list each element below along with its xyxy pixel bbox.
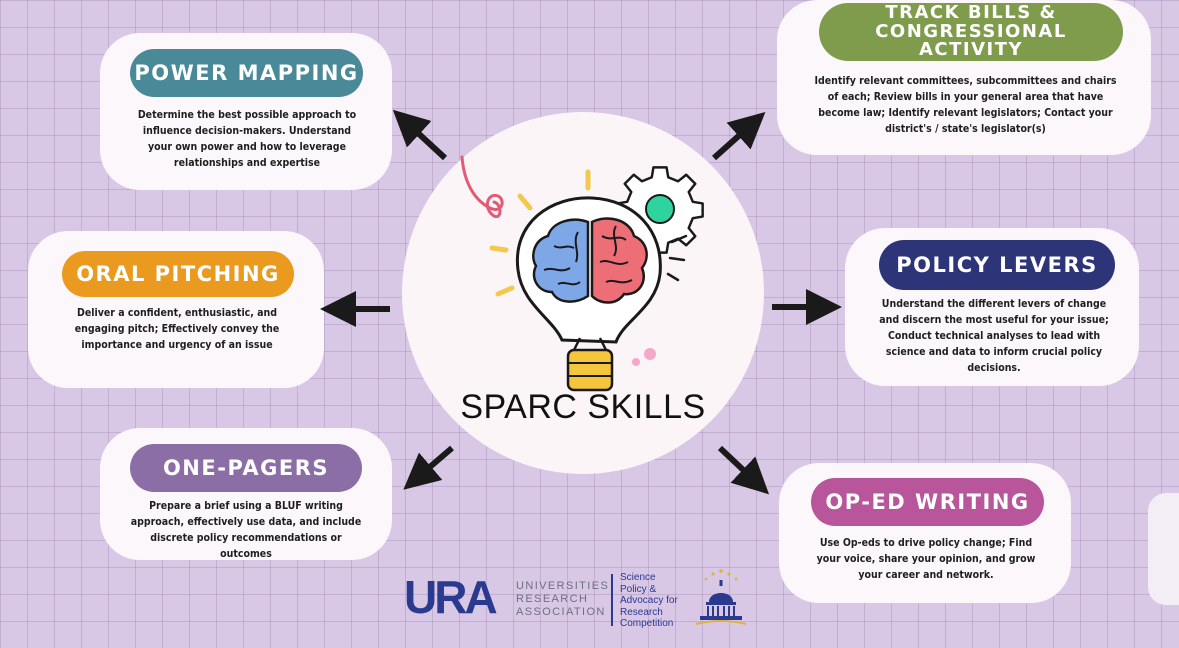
capitol-icon [695,569,747,625]
op-ed-writing-title: OP-ED WRITING [811,478,1044,526]
sparc-wordmark: Science Policy & Advocacy for Research C… [620,572,678,629]
oral-pitching-title: ORAL PITCHING [62,251,294,297]
arrow-to-one-pagers [403,445,454,490]
oral-pitching-card: ORAL PITCHING Deliver a confident, enthu… [28,231,324,388]
op-ed-writing-card: OP-ED WRITING Use Op-eds to drive policy… [779,463,1071,603]
pink-dot-small [632,358,640,366]
squiggle-decoration [460,155,504,219]
spark-ray-2 [489,245,509,253]
arrow-to-track-bills [711,111,766,161]
spark-ray-3 [495,285,515,297]
power-mapping-description: Determine the best possible approach to … [137,109,357,169]
hub-title: SPARC SKILLS [460,388,706,426]
pink-dot-large [644,348,656,360]
ura-logo: URA [404,571,498,623]
one-pagers-card: ONE-PAGERS Prepare a brief using a BLUF … [100,428,392,560]
oral-pitching-description: Deliver a confident, enthusiastic, and e… [74,307,280,351]
policy-levers-description: Understand the different levers of chang… [879,298,1109,374]
op-ed-writing-description: Use Op-eds to drive policy change; Find … [816,537,1036,581]
brain-right-lobe [590,217,648,304]
one-pagers-title: ONE-PAGERS [130,444,362,492]
arrow-to-op-ed-writing [717,445,770,495]
track-bills-description: Identify relevant committees, subcommitt… [814,75,1117,135]
track-bills-title: TRACK BILLS & CONGRESSIONAL ACTIVITY [819,3,1123,61]
policy-levers-card: POLICY LEVERS Understand the different l… [845,228,1139,386]
arrow-to-power-mapping [392,109,448,161]
one-pagers-description: Prepare a brief using a BLUF writing app… [130,500,362,560]
side-panel-tab [1148,493,1179,605]
gear-icon [616,166,704,254]
brain-left-lobe [532,218,590,303]
lightbulb-brain-icon [460,155,704,392]
policy-levers-title: POLICY LEVERS [879,240,1115,290]
spark-ray-1 [517,193,533,211]
track-bills-card: TRACK BILLS & CONGRESSIONAL ACTIVITY Ide… [777,0,1151,155]
footer-divider [611,574,613,626]
power-mapping-card: POWER MAPPING Determine the best possibl… [100,33,392,190]
power-mapping-title: POWER MAPPING [130,49,363,97]
bulb-base [566,348,614,392]
ura-wordmark: UNIVERSITIES RESEARCH ASSOCIATION [516,580,610,618]
